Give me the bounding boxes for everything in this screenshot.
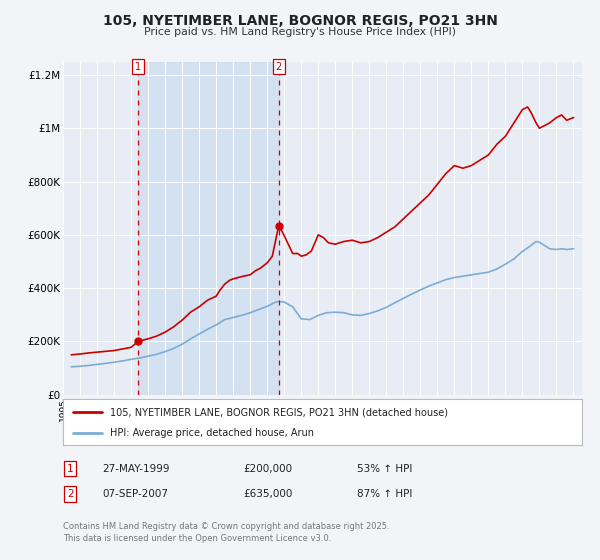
- Text: £635,000: £635,000: [243, 489, 292, 499]
- Bar: [138, 62, 279, 395]
- Text: 105, NYETIMBER LANE, BOGNOR REGIS, PO21 3HN: 105, NYETIMBER LANE, BOGNOR REGIS, PO21 …: [103, 14, 497, 28]
- Text: 27-MAY-1999: 27-MAY-1999: [102, 464, 170, 474]
- Text: 53% ↑ HPI: 53% ↑ HPI: [357, 464, 412, 474]
- Text: HPI: Average price, detached house, Arun: HPI: Average price, detached house, Arun: [110, 428, 314, 438]
- Text: 2: 2: [275, 62, 282, 72]
- Text: 87% ↑ HPI: 87% ↑ HPI: [357, 489, 412, 499]
- Text: 1: 1: [135, 62, 141, 72]
- Text: 1: 1: [67, 464, 74, 474]
- Text: Contains HM Land Registry data © Crown copyright and database right 2025.
This d: Contains HM Land Registry data © Crown c…: [63, 522, 389, 543]
- Text: £200,000: £200,000: [243, 464, 292, 474]
- Text: 105, NYETIMBER LANE, BOGNOR REGIS, PO21 3HN (detached house): 105, NYETIMBER LANE, BOGNOR REGIS, PO21 …: [110, 407, 448, 417]
- Text: 2: 2: [67, 489, 74, 499]
- Text: 07-SEP-2007: 07-SEP-2007: [102, 489, 168, 499]
- Text: Price paid vs. HM Land Registry's House Price Index (HPI): Price paid vs. HM Land Registry's House …: [144, 27, 456, 37]
